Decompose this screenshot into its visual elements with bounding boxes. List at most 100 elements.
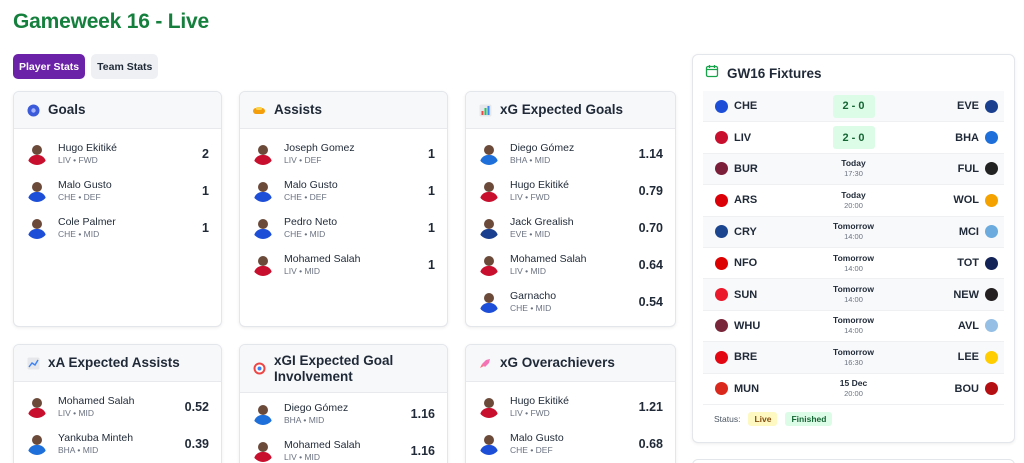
fixture-row[interactable]: BUR Today 17:30 FUL [703,153,1004,186]
fixture-hour: 14:00 [844,232,863,242]
away-team-name: BHA [955,131,979,144]
meta-separator: • [70,154,79,165]
fixture-row[interactable]: NFO Tomorrow 14:00 TOT [703,248,1004,280]
player-shirt [254,414,272,425]
player-info: Mohamed Salah LIV • MID [284,439,411,463]
home-team: MUN [715,382,759,396]
player-row[interactable]: Jack Grealish EVE • MID 0.70 [466,209,675,246]
meta-separator: • [527,302,536,313]
stat-value: 1 [428,220,435,235]
fixture-row[interactable]: MUN 15 Dec 20:00 BOU [703,374,1004,405]
finished-badge: Finished [785,412,833,426]
home-team: SUN [715,288,757,302]
meta-separator: • [522,191,531,202]
player-row[interactable]: Malo Gusto CHE • DEF 0.68 [466,425,675,462]
player-meta: CHE • MID [510,303,639,314]
fixture-row[interactable]: WHU Tomorrow 14:00 AVL [703,311,1004,343]
player-row[interactable]: Malo Gusto CHE • DEF 1 [240,172,447,209]
stat-value: 1 [428,146,435,161]
player-row[interactable]: Mohamed Salah LIV • MID 0.52 [14,388,221,425]
player-row[interactable]: Mohamed Salah LIV • MID 0.64 [466,246,675,283]
fixture-time: Tomorrow 14:00 [833,315,874,336]
player-shirt [480,407,498,418]
player-face [484,144,494,155]
player-shirt [254,265,272,276]
meta-separator: • [301,414,309,425]
player-list: Mohamed Salah LIV • MID 0.52 Yankuba Minteh… [14,382,221,462]
player-team: LIV [58,407,71,418]
away-crest-icon [985,319,998,333]
fixture-day: Tomorrow [833,221,874,232]
player-row[interactable]: Yankuba Minteh BHA • MID 0.39 [14,425,221,462]
player-row[interactable]: Diego Gómez BHA • MID 1.16 [240,395,447,432]
away-team-name: WOL [953,194,979,207]
player-info: Malo Gusto CHE • DEF [510,432,639,456]
player-position: MID [530,265,547,276]
fixture-hour: 14:00 [844,326,863,336]
player-shirt [480,154,498,165]
player-row[interactable]: Mohamed Salah LIV • MID 1 [240,246,447,283]
player-position: MID [309,228,326,239]
home-team-name: BUR [734,162,758,175]
player-row[interactable]: Mohamed Salah LIV • MID 1.16 [240,432,447,463]
home-team: NFO [715,256,757,270]
player-info: Garnacho CHE • MID [510,290,639,314]
live-badge: Live [748,412,778,426]
player-face [258,144,268,155]
player-row[interactable]: Diego Gómez BHA • MID 1.14 [466,135,675,172]
away-team-name: AVL [957,319,979,332]
stats-tabs: Player Stats Team Stats [13,54,159,79]
fixture-row[interactable]: ARS Today 20:00 WOL [703,185,1004,217]
player-face [484,255,494,266]
away-team: FUL [958,162,998,176]
player-team: CHE [58,228,76,239]
tab-player-stats[interactable]: Player Stats [13,54,86,79]
player-row[interactable]: Hugo Ekitiké LIV • FWD 2 [14,135,221,172]
player-row[interactable]: Hugo Ekitiké LIV • FWD 0.79 [466,172,675,209]
away-team-name: LEE [957,351,979,364]
card-header: xG Overachievers [466,345,675,382]
player-row[interactable]: Malo Gusto CHE • DEF 1 [14,172,221,209]
fixture-row[interactable]: SUN Tomorrow 14:00 NEW [703,279,1004,311]
stat-value: 1 [428,183,435,198]
player-avatar [478,433,500,455]
stat-value: 1.21 [638,399,663,414]
fixture-row[interactable]: CHE 2 - 0 EVE [703,91,1004,123]
player-meta: CHE • DEF [510,445,639,456]
player-meta: CHE • MID [58,229,202,240]
stat-value: 1 [428,257,435,272]
xg-card: xG Expected Goals Diego Gómez BHA • MID 1.… [465,91,676,327]
meta-separator: • [296,265,305,276]
player-meta: EVE • MID [510,229,639,240]
player-row[interactable]: Cole Palmer CHE • MID 1 [14,209,221,246]
card-title: xG Overachievers [500,355,615,370]
player-row[interactable]: Hugo Ekitiké LIV • FWD 1.21 [466,388,675,425]
tab-team-stats[interactable]: Team Stats [91,54,159,79]
fixture-time: Tomorrow 14:00 [833,284,874,305]
home-team-name: BRE [734,351,758,364]
player-shirt [480,265,498,276]
away-team: EVE [957,99,998,113]
player-face [32,181,42,192]
fixture-hour: 20:00 [844,200,863,210]
card-title: Assists [274,102,323,117]
fixture-time: Today 20:00 [841,190,865,211]
fixture-row[interactable]: LIV 2 - 0 BHA [703,122,1004,154]
player-row[interactable]: Joseph Gomez LIV • DEF 1 [240,135,447,172]
next-card [692,459,1015,463]
player-row[interactable]: Pedro Neto CHE • MID 1 [240,209,447,246]
player-row[interactable]: Garnacho CHE • MID 0.54 [466,283,675,320]
player-team: BHA [284,414,302,425]
fixture-list: CHE 2 - 0 EVE LIV 2 - 0 BHA BUR Today 17:30 FUL AR… [693,91,1014,405]
meta-separator: • [70,407,79,418]
player-meta: LIV • FWD [58,155,202,166]
fixture-row[interactable]: BRE Tomorrow 16:30 LEE [703,342,1004,374]
fixture-day: Today [841,189,866,200]
home-crest-icon [715,288,728,302]
player-avatar [26,180,48,202]
player-meta: LIV • MID [284,452,411,463]
home-crest-icon [715,256,728,270]
player-name: Malo Gusto [284,178,338,191]
player-face [258,255,268,266]
fixture-row[interactable]: CRY Tomorrow 14:00 MCI [703,216,1004,248]
